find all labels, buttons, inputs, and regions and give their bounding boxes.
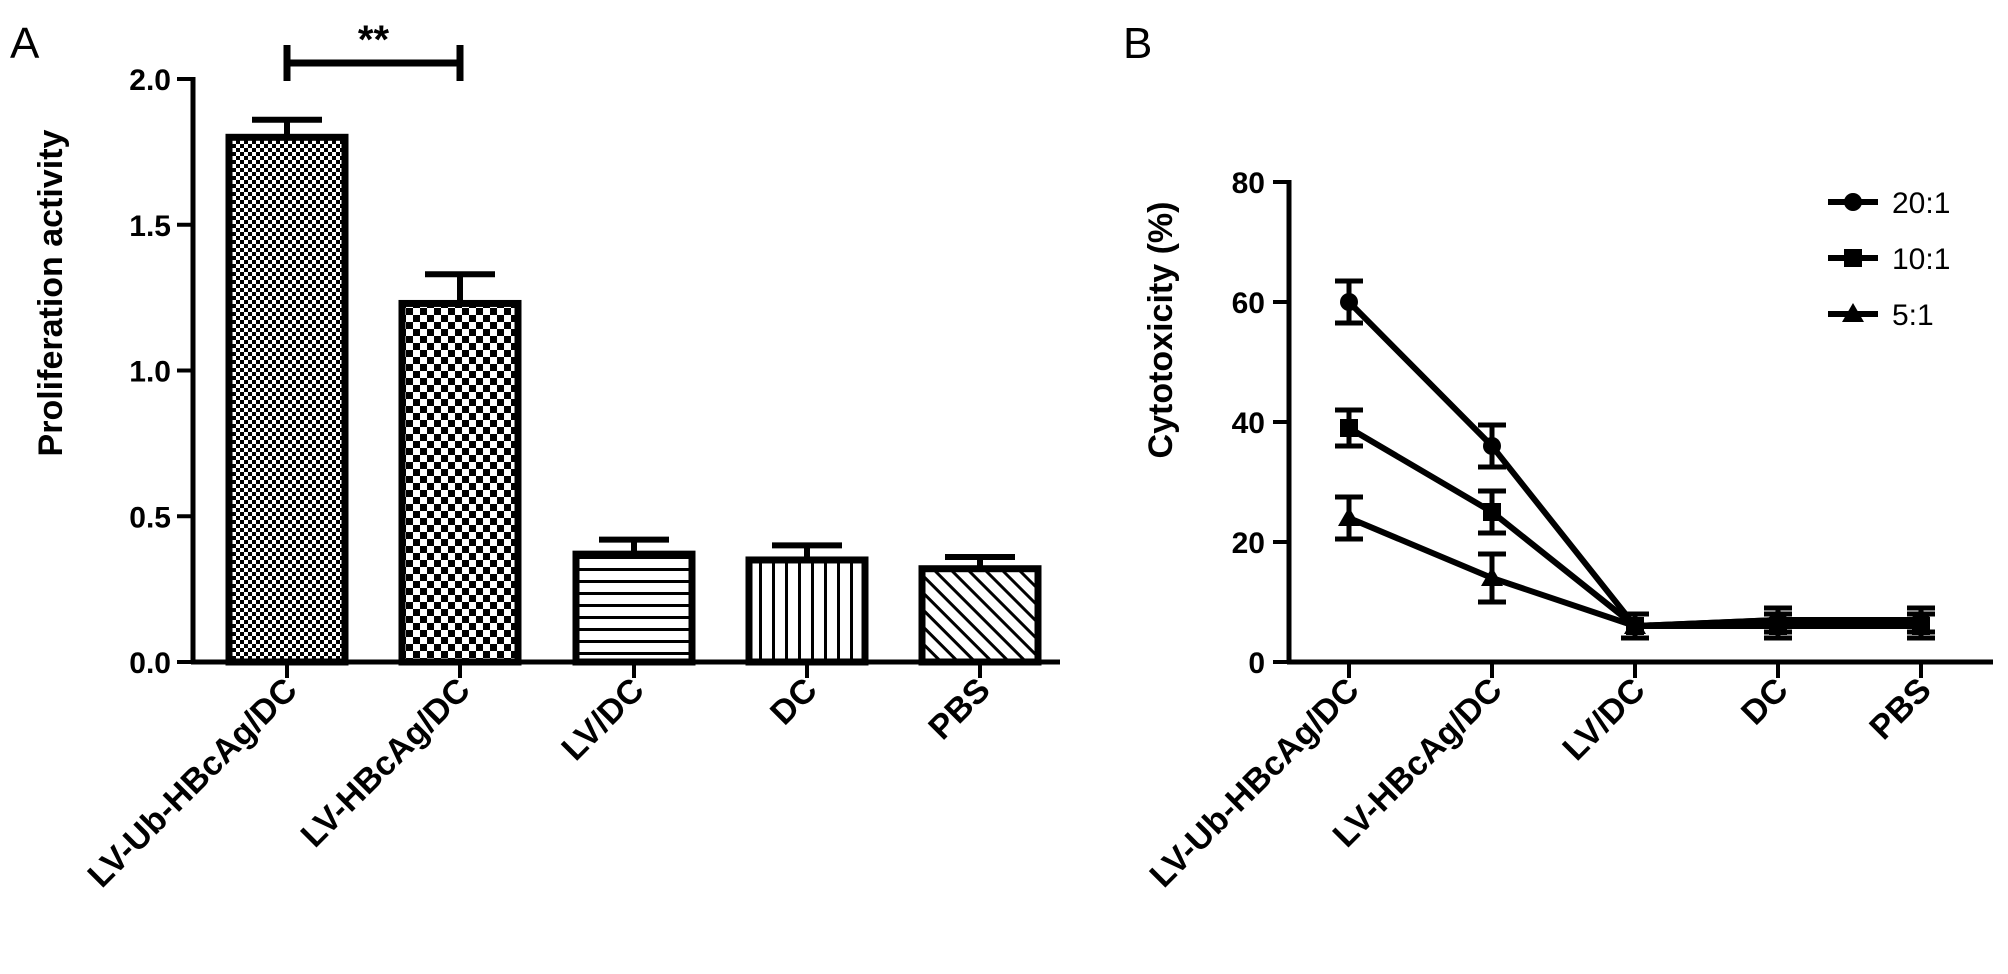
point-5-1-4 [1910, 615, 1932, 634]
series-line-5-1 [1347, 515, 1922, 629]
bar-lv-ub-hbcag-dc [225, 133, 349, 666]
panel-b-points [1335, 278, 1935, 641]
bar-dc [745, 556, 869, 666]
series-line-10-1 [1347, 425, 1921, 629]
panel-a-y-tick-label: 1.0 [129, 356, 171, 389]
panel-b-y-tick-label: 60 [1232, 287, 1265, 320]
point-5-1-3 [1767, 609, 1789, 628]
panel-b-y-tick-label: 20 [1232, 527, 1265, 560]
x-tick-label-lv-dc: LV/DC [554, 671, 651, 768]
legend-label-20-1: 20:1 [1892, 187, 1950, 220]
panel-a-significance: ** [283, 18, 464, 81]
legend-marker-20-1 [1844, 193, 1862, 211]
panel-a-letter: A [10, 19, 40, 68]
bar-lv-dc [572, 550, 696, 666]
point-5-1-2 [1624, 615, 1646, 634]
panel-a-error-bars [252, 116, 1015, 569]
panel-a-y-ticks: 0.0 0.5 1.0 1.5 2.0 [129, 64, 193, 680]
panel-a-y-tick-label: 0.5 [129, 501, 171, 534]
panel-a: A 0.0 0.5 1.0 1.5 2.0 LV-Ub-HBcAg/DCLV-HBcAg… [10, 18, 1060, 895]
legend-marker-10-1 [1844, 249, 1862, 267]
panel-b-y-axis-label: Cytotoxicity (%) [1142, 202, 1180, 459]
panel-a-y-tick-label: 0.0 [129, 647, 171, 680]
panel-b-series-lines [1346, 299, 1922, 629]
panel-b-letter: B [1123, 19, 1152, 68]
x-tick-label-lv-ub-hbcag-dc: LV-Ub-HBcAg/DC [81, 671, 305, 895]
point-5-1-1 [1481, 567, 1503, 586]
panel-b-y-ticks: 0 20 40 60 80 [1232, 167, 1289, 680]
panel-a-y-tick-label: 1.5 [129, 210, 171, 243]
panel-a-y-axis-label: Proliferation activity [32, 129, 70, 456]
x-tick-label-lv-dc: LV/DC [1555, 671, 1652, 768]
bar-pbs [918, 565, 1042, 666]
panel-a-bars [225, 133, 1042, 666]
panel-b-y-tick-label: 80 [1232, 167, 1265, 200]
legend-marker-5-1 [1842, 303, 1864, 322]
panel-b-legend: 20:1 10:1 5:1 [1828, 187, 1950, 332]
series-line-20-1 [1346, 299, 1921, 629]
significance-label: ** [358, 18, 390, 62]
point-20-1-1 [1483, 437, 1501, 455]
bar-lv-hbcag-dc [398, 299, 522, 666]
x-tick-label-dc: DC [763, 671, 825, 733]
x-tick-label-pbs: PBS [921, 671, 997, 747]
x-tick-label-lv-hbcag-dc: LV-HBcAg/DC [294, 671, 478, 855]
point-20-1-0 [1340, 293, 1358, 311]
point-10-1-0 [1340, 419, 1358, 437]
panel-a-y-tick-label: 2.0 [129, 64, 171, 97]
point-5-1-0 [1338, 507, 1360, 526]
x-tick-label-pbs: PBS [1862, 671, 1938, 747]
panel-b-y-tick-label: 40 [1232, 407, 1265, 440]
legend-label-5-1: 5:1 [1892, 299, 1934, 332]
panel-b-axes [1286, 180, 1993, 665]
panel-b-y-tick-label: 0 [1248, 647, 1265, 680]
legend-label-10-1: 10:1 [1892, 243, 1950, 276]
x-tick-label-dc: DC [1734, 671, 1796, 733]
point-10-1-1 [1483, 503, 1501, 521]
x-tick-label-lv-ub-hbcag-dc: LV-Ub-HBcAg/DC [1143, 671, 1367, 895]
